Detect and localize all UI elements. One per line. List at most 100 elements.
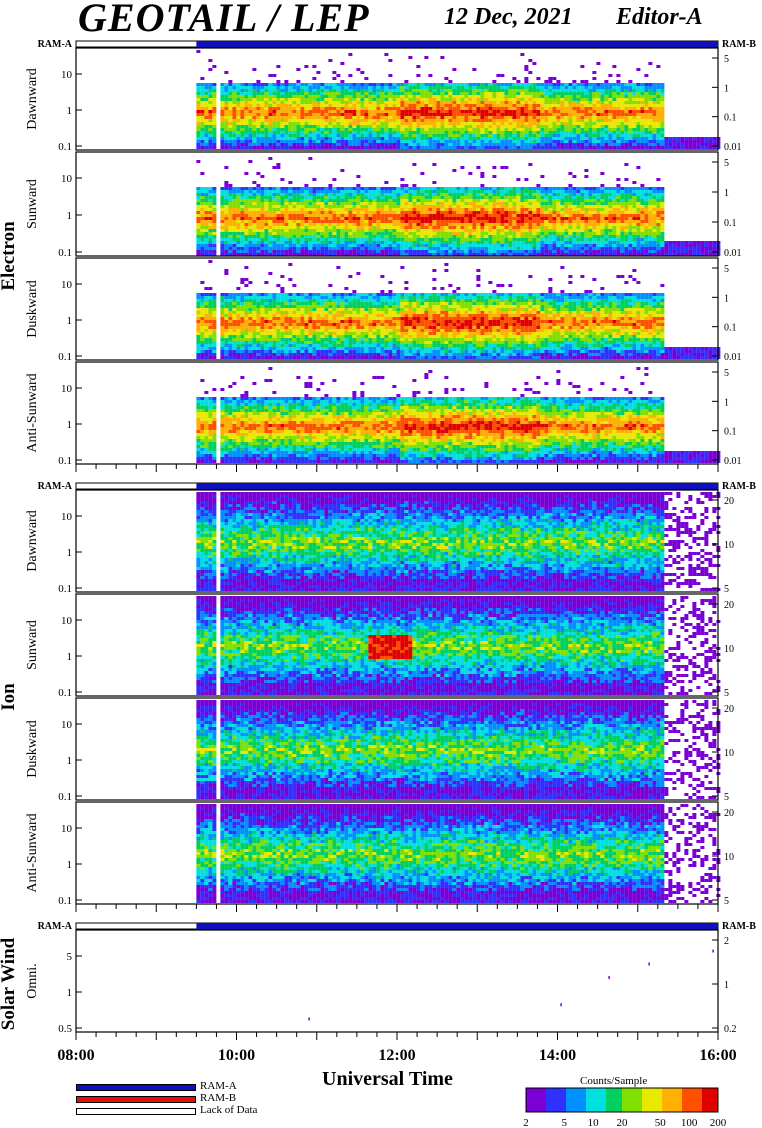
spectrogram-cell — [340, 205, 344, 208]
spectrogram-cell — [396, 196, 400, 199]
spectrogram-cell — [344, 205, 348, 208]
spectrogram-cell — [508, 125, 512, 128]
spectrogram-cell — [276, 89, 280, 92]
spectrogram-cell — [524, 250, 528, 253]
spectrogram-cell — [308, 143, 312, 146]
spectrogram-cell — [296, 128, 300, 131]
spectrogram-cell — [376, 92, 380, 95]
spectrogram-cell — [448, 208, 452, 211]
spectrogram-cell — [208, 211, 212, 214]
spectrogram-cell — [340, 241, 344, 244]
spectrogram-cell — [588, 98, 592, 101]
spectrogram-cell — [252, 187, 256, 190]
spectrogram-cell — [476, 125, 480, 128]
spectrogram-cell — [248, 211, 252, 214]
spectrogram-cell — [584, 134, 588, 137]
spectrogram-cell — [636, 101, 640, 104]
spectrogram-cell — [504, 131, 508, 134]
spectrogram-cell — [508, 137, 512, 140]
spectrogram-cell — [348, 113, 352, 116]
spectrogram-cell — [384, 53, 388, 56]
spectrogram-cell — [476, 101, 480, 104]
spectrogram-cell — [428, 104, 432, 107]
spectrogram-cell — [208, 247, 212, 250]
spectrogram-cell — [512, 241, 516, 244]
spectrogram-cell — [328, 143, 332, 146]
spectrogram-cell — [236, 250, 240, 253]
spectrogram-cell — [348, 74, 352, 77]
spectrogram-cell — [376, 232, 380, 235]
spectrogram-cell — [376, 146, 380, 149]
spectrogram-cell — [236, 220, 240, 223]
spectrogram-cell — [336, 110, 340, 113]
spectrogram-cell — [588, 146, 592, 149]
spectrogram-cell — [412, 235, 416, 238]
spectrogram-cell — [328, 107, 332, 110]
spectrogram-cell — [396, 229, 400, 232]
spectrogram-cell — [516, 80, 520, 83]
spectrogram-cell — [396, 244, 400, 247]
spectrogram-cell — [456, 113, 460, 116]
spectrogram-cell — [280, 214, 284, 217]
spectrogram-cell — [600, 143, 604, 146]
spectrogram-cell — [568, 247, 572, 250]
spectrogram-cell — [324, 131, 328, 134]
spectrogram-cell — [204, 113, 208, 116]
spectrogram-cell — [540, 134, 544, 137]
spectrogram-cell — [520, 137, 524, 140]
spectrogram-cell — [208, 223, 212, 226]
spectrogram-cell — [332, 86, 336, 89]
spectrogram-cell — [200, 172, 204, 175]
spectrogram-cell — [512, 196, 516, 199]
spectrogram-cell — [368, 220, 372, 223]
spectrogram-cell — [304, 83, 308, 86]
spectrogram-cell — [308, 95, 312, 98]
spectrogram-cell — [224, 71, 228, 74]
spectrogram-cell — [412, 205, 416, 208]
spectrogram-cell — [496, 83, 500, 86]
spectrogram-cell — [252, 238, 256, 241]
spectrogram-cell — [260, 107, 264, 110]
spectrogram-cell — [516, 143, 520, 146]
spectrogram-cell — [336, 247, 340, 250]
spectrogram-cell — [416, 65, 420, 68]
spectrogram-cell — [544, 190, 548, 193]
spectrogram-cell — [496, 134, 500, 137]
spectrogram-cell — [588, 95, 592, 98]
spectrogram-cell — [412, 101, 416, 104]
spectrogram-cell — [276, 131, 280, 134]
spectrogram-cell — [264, 229, 268, 232]
spectrogram-cell — [528, 128, 532, 131]
spectrogram-cell — [376, 223, 380, 226]
spectrogram-cell — [304, 187, 308, 190]
spectrogram-cell — [616, 83, 620, 86]
spectrogram-cell — [524, 89, 528, 92]
spectrogram-cell — [212, 205, 216, 208]
spectrogram-cell — [516, 250, 520, 253]
spectrogram-cell — [492, 175, 496, 178]
spectrogram-cell — [244, 193, 248, 196]
spectrogram-cell — [364, 95, 368, 98]
spectrogram-cell — [324, 89, 328, 92]
spectrogram-cell — [428, 226, 432, 229]
spectrogram-cell — [432, 241, 436, 244]
spectrogram-cell — [388, 92, 392, 95]
spectrogram-cell — [320, 140, 324, 143]
spectrogram-cell — [284, 119, 288, 122]
spectrogram-cell — [328, 184, 332, 187]
spectrogram-cell — [256, 113, 260, 116]
spectrogram-cell — [300, 113, 304, 116]
spectrogram-cell — [536, 208, 540, 211]
spectrogram-cell — [364, 83, 368, 86]
spectrogram-cell — [332, 223, 336, 226]
spectrogram-cell — [552, 110, 556, 113]
spectrogram-cell — [248, 113, 252, 116]
spectrogram-cell — [260, 196, 264, 199]
spectrogram-cell — [500, 208, 504, 211]
spectrogram-cell — [444, 107, 448, 110]
spectrogram-cell — [608, 95, 612, 98]
spectrogram-cell — [208, 131, 212, 134]
spectrogram-cell — [280, 235, 284, 238]
spectrogram-cell — [656, 122, 660, 125]
spectrogram-cell — [324, 208, 328, 211]
